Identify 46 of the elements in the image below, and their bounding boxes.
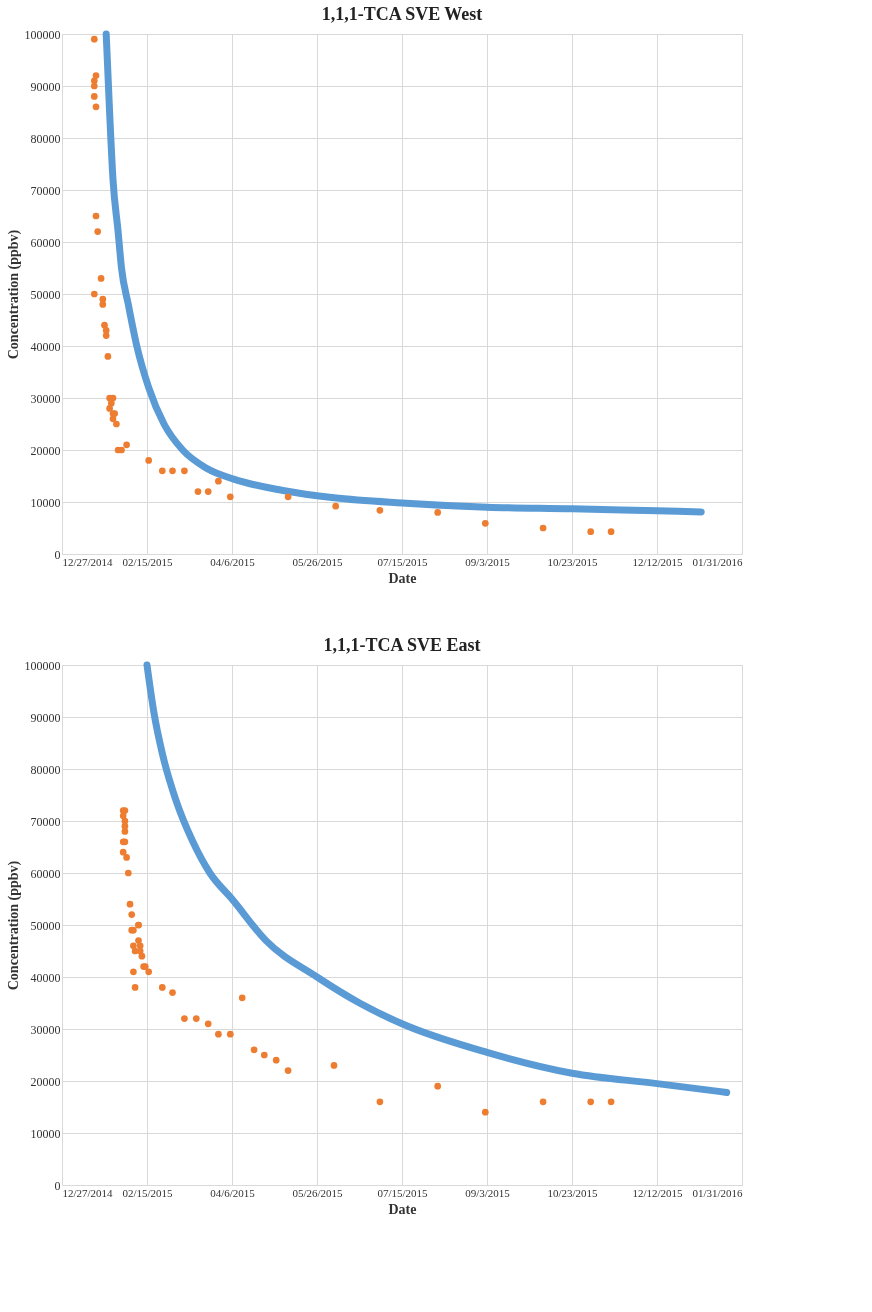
x-tick-label: 12/27/2014 [62,555,114,568]
y-tick-label: 80000 [30,762,61,777]
y-tick-label: 60000 [30,235,61,250]
y-tick-label: 100000 [24,27,61,42]
x-tick-label: 02/15/2015 [122,555,174,568]
x-tick-label: 10/23/2015 [547,555,599,568]
y-tick-label: 90000 [30,79,61,94]
y-tick-label: 50000 [30,918,61,933]
y-tick-label: 80000 [30,131,61,146]
x-tick-label: 05/26/2015 [292,555,344,568]
x-tick-label: 12/12/2015 [632,1186,684,1199]
x-tick-label: 09/3/2015 [465,1186,511,1199]
y-tick-label: 0 [54,547,61,562]
y-tick-label: 100000 [24,658,61,673]
chart-title: 1,1,1-TCA SVE East [323,635,481,655]
x-tick-label: 10/23/2015 [547,1186,599,1199]
y-tick-label: 20000 [30,1074,61,1089]
y-tick-label: 70000 [30,814,61,829]
y-tick-label: 90000 [30,710,61,725]
y-tick-label: 0 [54,1178,61,1193]
y-axis-title: Concentration (ppbv) [5,229,22,360]
x-tick-label: 12/12/2015 [632,555,684,568]
y-tick-label: 20000 [30,443,61,458]
x-tick-label: 05/26/2015 [292,1186,344,1199]
x-tick-label: 12/27/2014 [62,1186,114,1199]
y-tick-label: 40000 [30,339,61,354]
x-tick-label: 01/31/2016 [692,1186,743,1199]
y-tick-label: 10000 [30,495,61,510]
y-axis-title: Concentration (ppbv) [5,860,22,991]
y-tick-label: 40000 [30,970,61,985]
y-tick-label: 10000 [30,1126,61,1141]
x-tick-label: 09/3/2015 [465,555,511,568]
x-tick-label: 01/31/2016 [692,555,743,568]
x-tick-label: 04/6/2015 [210,1186,256,1199]
y-tick-label: 30000 [30,391,61,406]
y-tick-label: 60000 [30,866,61,881]
y-tick-label: 50000 [30,287,61,302]
x-tick-label: 07/15/2015 [377,555,429,568]
x-axis-title: Date [388,1201,417,1217]
y-tick-label: 30000 [30,1022,61,1037]
x-tick-label: 04/6/2015 [210,555,256,568]
chart-title: 1,1,1-TCA SVE West [321,4,483,24]
x-axis-title: Date [388,570,417,586]
x-tick-label: 07/15/2015 [377,1186,429,1199]
y-tick-label: 70000 [30,183,61,198]
x-tick-label: 02/15/2015 [122,1186,174,1199]
